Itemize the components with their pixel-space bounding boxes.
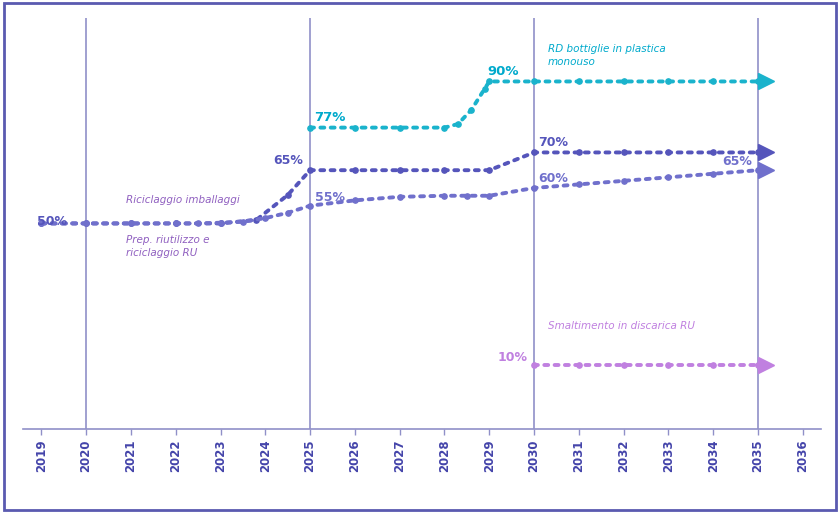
Text: 77%: 77%	[315, 111, 346, 124]
Text: 10%: 10%	[497, 351, 528, 364]
Text: 65%: 65%	[274, 154, 303, 167]
Text: 55%: 55%	[315, 191, 344, 204]
Text: 60%: 60%	[538, 172, 569, 185]
Text: Prep. riutilizzo e
riciclaggio RU: Prep. riutilizzo e riciclaggio RU	[127, 235, 210, 258]
Text: Smaltimento in discarica RU: Smaltimento in discarica RU	[548, 321, 695, 331]
Text: 65%: 65%	[722, 155, 752, 168]
Text: Riciclaggio imballaggi: Riciclaggio imballaggi	[127, 195, 240, 205]
Text: 50%: 50%	[37, 215, 67, 228]
Text: 90%: 90%	[487, 65, 518, 78]
Text: RD bottiglie in plastica
monouso: RD bottiglie in plastica monouso	[548, 44, 665, 67]
Text: 70%: 70%	[538, 136, 569, 149]
